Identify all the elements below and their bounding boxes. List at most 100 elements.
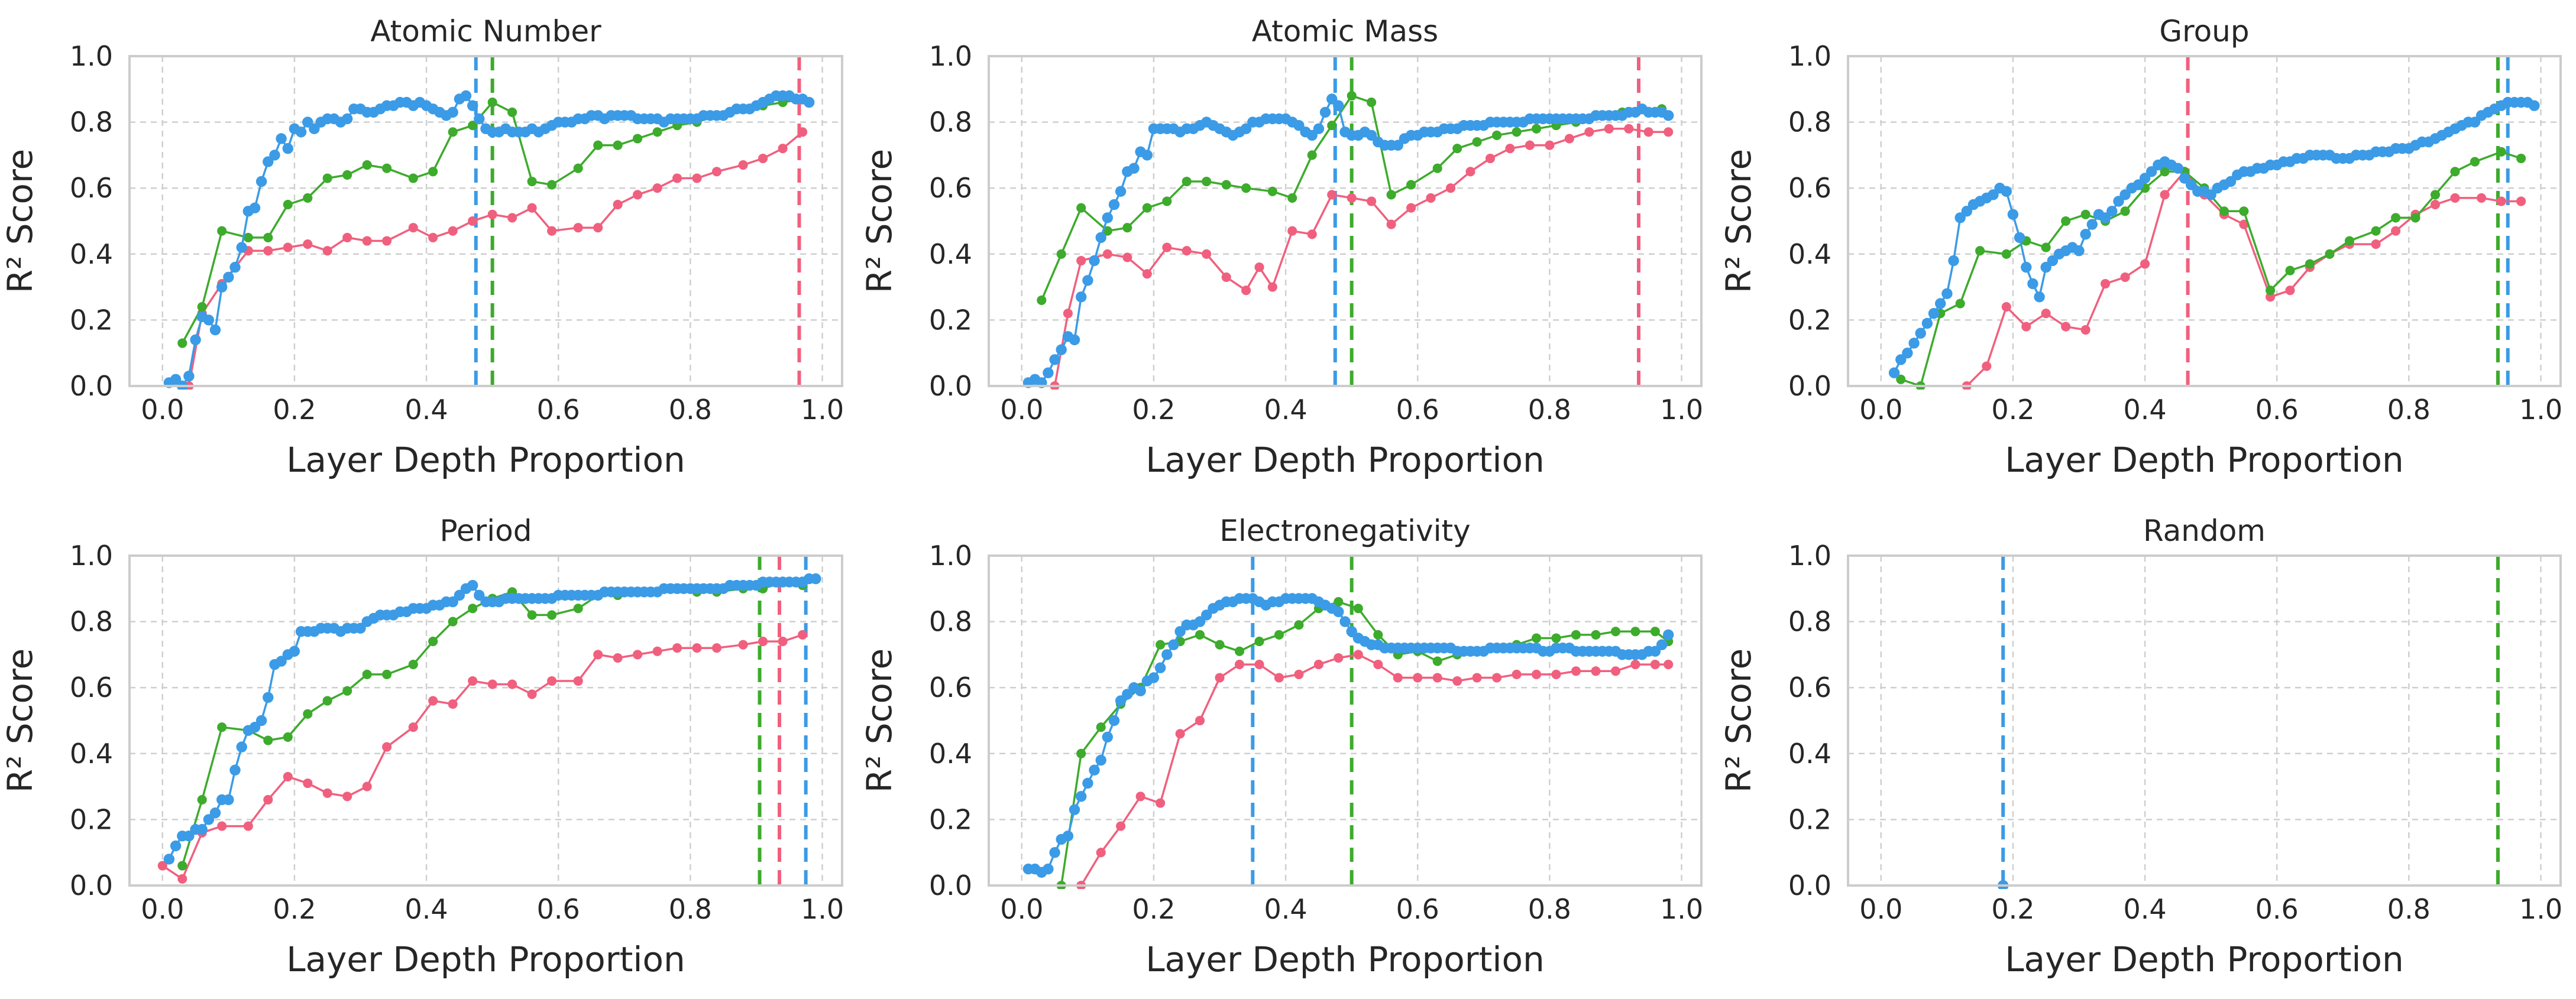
data-point (1313, 660, 1323, 670)
data-point (303, 778, 313, 789)
data-point (203, 814, 215, 825)
y-tick-label: 0.2 (70, 304, 113, 336)
data-point (1643, 127, 1653, 137)
data-point (1142, 269, 1152, 279)
data-point (573, 676, 583, 686)
data-point (2470, 157, 2480, 167)
data-point (408, 173, 418, 183)
data-point (282, 143, 293, 154)
data-point (1234, 660, 1245, 670)
data-point (342, 170, 352, 180)
y-axis-label: R² Score (859, 648, 899, 793)
data-point (1532, 633, 1542, 643)
data-point (1902, 348, 1913, 359)
data-point (2014, 232, 2025, 244)
data-point (1037, 295, 1047, 305)
axes-frame (1847, 55, 2562, 387)
data-point (1532, 669, 1542, 679)
data-point (177, 861, 187, 871)
data-point (1465, 167, 1475, 177)
data-point (1982, 361, 1992, 371)
data-point (428, 637, 438, 647)
data-point (2139, 173, 2151, 184)
data-point (283, 732, 293, 742)
data-point (738, 640, 748, 650)
y-tick-label: 0.4 (929, 238, 972, 270)
y-tick-label: 0.4 (929, 738, 972, 770)
axes-frame (128, 55, 843, 387)
plot-area (163, 56, 815, 390)
x-axis-label: Layer Depth Proportion (286, 440, 685, 480)
data-point (2007, 209, 2019, 220)
data-point (428, 232, 438, 242)
data-point (428, 696, 438, 706)
data-point (672, 173, 682, 183)
data-point (1241, 286, 1251, 296)
x-tick-label: 1.0 (1660, 394, 1703, 426)
x-axis-label: Layer Depth Proportion (2005, 939, 2404, 979)
y-tick-label: 0.2 (1788, 304, 1831, 336)
data-point (2285, 265, 2295, 275)
data-point (1406, 180, 1416, 190)
data-point (1240, 123, 1252, 134)
data-point (1294, 669, 1304, 679)
data-point (1452, 144, 1462, 154)
data-point (1267, 282, 1277, 292)
plot-area (157, 556, 821, 886)
data-point (243, 232, 253, 242)
data-point (342, 686, 352, 696)
data-point (1076, 255, 1086, 266)
x-tick-label: 0.4 (2124, 394, 2167, 426)
data-point (1063, 309, 1073, 319)
series-blue (1022, 93, 1674, 388)
data-point (2410, 213, 2420, 223)
y-tick-label: 1.0 (70, 40, 113, 72)
x-tick-label: 0.8 (1528, 394, 1571, 426)
y-axis-label: R² Score (1719, 149, 1759, 293)
series-blue (1888, 96, 2540, 378)
series-line-blue (1028, 597, 1669, 874)
data-point (1896, 374, 1906, 384)
data-point (672, 643, 682, 653)
x-tick-label: 0.8 (1528, 893, 1571, 925)
data-point (1095, 232, 1106, 244)
data-point (573, 604, 583, 614)
data-point (487, 209, 497, 219)
data-point (593, 140, 603, 150)
x-tick-label: 0.8 (2387, 893, 2431, 925)
y-axis-label: R² Score (859, 149, 899, 293)
data-point (613, 200, 623, 210)
data-point (289, 646, 300, 657)
data-point (2285, 286, 2295, 296)
data-point (1122, 689, 1133, 700)
data-point (2101, 278, 2111, 289)
data-point (1069, 804, 1080, 815)
y-tick-label: 0.4 (1788, 738, 1831, 770)
data-point (217, 226, 227, 236)
data-point (1096, 722, 1106, 732)
x-tick-label: 0.2 (1991, 394, 2034, 426)
data-point (309, 123, 320, 134)
data-point (283, 242, 293, 252)
data-point (758, 637, 768, 647)
subplot-2: 0.0 0.2 0.4 0.6 0.8 1.0 0.0 0.2 0.4 0.6 0.8 1.0 Grou… (1719, 14, 2562, 480)
data-point (652, 646, 662, 656)
data-point (2371, 226, 2381, 236)
data-point (2041, 309, 2051, 319)
x-tick-label: 0.4 (405, 893, 448, 925)
data-point (1525, 140, 1535, 150)
data-point (2047, 255, 2059, 267)
subplot-title: Atomic Number (370, 14, 601, 48)
y-tick-label: 0.6 (929, 172, 972, 204)
data-point (197, 302, 207, 312)
series-red (1076, 650, 1674, 889)
data-point (738, 160, 748, 170)
data-point (2160, 167, 2170, 177)
data-point (1591, 666, 1601, 676)
series-blue (1022, 593, 1674, 878)
data-point (255, 715, 267, 726)
data-point (2205, 189, 2216, 200)
x-tick-label: 0.6 (2255, 394, 2299, 426)
data-point (1096, 848, 1106, 858)
data-point (263, 156, 274, 167)
